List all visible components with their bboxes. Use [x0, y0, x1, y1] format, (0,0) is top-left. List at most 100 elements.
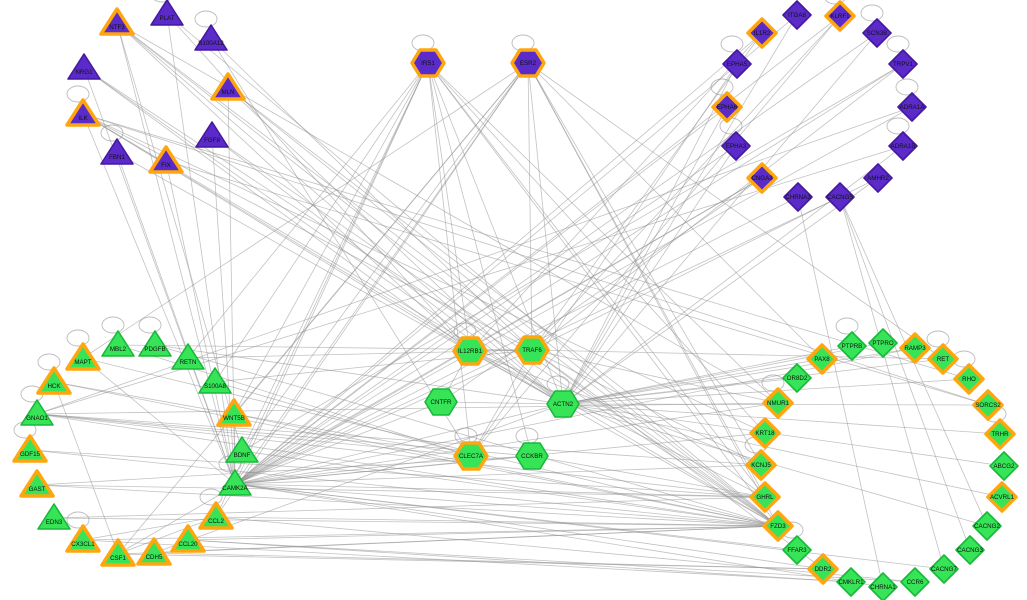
- node-IRS1[interactable]: IRS1: [410, 48, 446, 78]
- node-EDN3[interactable]: EDN3: [37, 503, 71, 530]
- node-ACTN2[interactable]: ACTN2: [546, 390, 580, 418]
- node-shape-ACVRL1: [986, 481, 1018, 513]
- node-CHRNA3[interactable]: CHRNA3: [783, 182, 813, 212]
- edge-SCN3B-ACTN2: [562, 32, 878, 405]
- node-CLEC7A[interactable]: CLEC7A: [453, 441, 489, 471]
- self-loop-PLAT: [153, 0, 171, 3]
- node-KLRF1[interactable]: KLRF1: [824, 0, 856, 32]
- node-ITGA8[interactable]: ITGA8: [782, 0, 812, 30]
- node-RET[interactable]: RET: [927, 343, 959, 375]
- node-shape-NRG1: [67, 53, 101, 80]
- node-CSF1[interactable]: CSF1: [100, 538, 136, 567]
- node-FIX[interactable]: FIX: [148, 145, 184, 174]
- node-FZD3[interactable]: FZD3: [762, 510, 794, 542]
- node-shape-IL12RB1: [452, 336, 488, 366]
- self-loop-CCL2: [199, 488, 223, 506]
- node-IL12RB1[interactable]: IL12RB1: [452, 336, 488, 366]
- node-PDGFB[interactable]: PDGFB: [138, 330, 172, 357]
- node-PTPRB[interactable]: PTPRB: [837, 331, 867, 361]
- node-FFAR3[interactable]: FFAR3: [782, 535, 812, 565]
- node-shape-EPHA5: [722, 49, 752, 79]
- node-GAST[interactable]: GAST: [19, 469, 55, 498]
- edge-S100A12-CLEC7A: [210, 38, 472, 457]
- edge-EPHA6-ACTN2: [562, 106, 728, 405]
- node-KCNJ5[interactable]: KCNJ5: [745, 449, 777, 481]
- node-AMHR2[interactable]: AMHR2: [863, 163, 893, 193]
- node-EPHA6[interactable]: EPHA6: [711, 91, 743, 123]
- node-MBL2[interactable]: MBL2: [101, 330, 135, 357]
- node-CMKLR1[interactable]: CMKLR1: [836, 567, 866, 597]
- edge-NTF3-CAMK2A: [116, 22, 236, 485]
- node-RHO[interactable]: RHO: [953, 363, 985, 395]
- edge-CCKBR-GHRL: [531, 455, 766, 498]
- node-GNAO1[interactable]: GNAO1: [20, 399, 54, 426]
- node-WNT5B[interactable]: WNT5B: [216, 398, 252, 427]
- edge-PDGFB-ACTN2: [154, 344, 564, 405]
- node-shape-ADRA1A: [897, 92, 927, 122]
- node-CHRNA1[interactable]: CHRNA1: [868, 572, 898, 600]
- node-CACNG5[interactable]: CACNG5: [825, 182, 855, 212]
- edge-IRS1-KRT18: [427, 62, 766, 434]
- node-CX3CL1[interactable]: CX3CL1: [65, 524, 101, 553]
- node-shape-TRHR: [984, 418, 1016, 450]
- node-CNTFR[interactable]: CNTFR: [424, 388, 458, 416]
- edge-CSF1-HCK: [53, 381, 119, 555]
- edge-CAMK2A-CLEC7A: [234, 455, 472, 485]
- node-CCL2[interactable]: CCL2: [198, 501, 234, 530]
- node-BDNF[interactable]: BDNF: [225, 436, 259, 463]
- nodes-layer: NTF3 PLAT S100A12 MLN FGF8 FIX FBN1 ILK NRG1 IRS1…: [12, 0, 1019, 600]
- node-shape-HCK: [36, 366, 72, 395]
- node-CACNG2[interactable]: CACNG2: [972, 511, 1002, 541]
- node-MAPT[interactable]: MAPT: [65, 342, 101, 371]
- edge-HCK-FZD3: [53, 381, 779, 527]
- self-loop-KLRF1: [824, 0, 846, 5]
- node-ESR2[interactable]: ESR2: [510, 48, 546, 78]
- node-S100A12[interactable]: S100A12: [194, 24, 228, 51]
- node-NTF3[interactable]: NTF3: [99, 7, 135, 36]
- edge-ACTN2-PTPRB: [562, 345, 853, 405]
- node-SORCS2[interactable]: SORCS2: [972, 389, 1004, 421]
- node-KRT18[interactable]: KRT18: [749, 417, 781, 449]
- node-shape-ESR2: [510, 48, 546, 78]
- edge-IL1R2-CAMK2A: [234, 32, 763, 485]
- node-CCR6[interactable]: CCR6: [900, 567, 930, 597]
- edge-PLAT-CAMK2A: [166, 13, 236, 485]
- edge-CHRNA3-CAMK2A: [234, 196, 799, 485]
- edge-GAST-GHRL: [36, 484, 766, 498]
- node-GDF15[interactable]: GDF15: [12, 434, 48, 463]
- node-shape-CCL20: [170, 524, 206, 553]
- node-FGF8[interactable]: FGF8: [195, 121, 229, 148]
- self-loop-EPHA5: [720, 35, 744, 53]
- node-CACNG7[interactable]: CACNG7: [929, 554, 959, 584]
- node-ADRA1A[interactable]: ADRA1A: [897, 92, 927, 122]
- edge-ESR2-RET: [527, 62, 944, 360]
- node-HCK[interactable]: HCK: [36, 366, 72, 395]
- node-shape-DDR2: [807, 553, 839, 585]
- edge-MAPT-CAMK2A: [82, 357, 236, 485]
- edge-MLN-FZD3: [227, 87, 779, 527]
- node-IL1R2[interactable]: IL1R2: [746, 17, 778, 49]
- node-PLAT[interactable]: PLAT: [150, 0, 184, 26]
- node-ACVRL1[interactable]: ACVRL1: [986, 481, 1018, 513]
- node-ADRA1B[interactable]: ADRA1B: [888, 131, 918, 161]
- node-ABCG2[interactable]: ABCG2: [989, 451, 1019, 481]
- node-TRPV1[interactable]: TRPV1: [888, 49, 918, 79]
- node-ILK[interactable]: ILK: [65, 98, 101, 127]
- node-NRG1[interactable]: NRG1: [67, 53, 101, 80]
- node-shape-ACTN2: [546, 390, 580, 418]
- node-CACNG3[interactable]: CACNG3: [955, 535, 985, 565]
- node-CNGA3[interactable]: CNGA3: [746, 162, 778, 194]
- edge-IL1R2-TRAF6: [531, 32, 763, 351]
- edge-ESR2-CSF1: [117, 62, 529, 555]
- node-shape-CNTFR: [424, 388, 458, 416]
- self-loop-ILK: [66, 85, 90, 103]
- node-shape-S100A12: [194, 24, 228, 51]
- node-MLN[interactable]: MLN: [210, 72, 246, 101]
- node-CDH5[interactable]: CDH5: [136, 537, 172, 566]
- node-CCKBR[interactable]: CCKBR: [515, 442, 549, 470]
- node-shape-IRS1: [410, 48, 446, 78]
- node-FBN1[interactable]: FBN1: [100, 138, 134, 165]
- node-TRAF6[interactable]: TRAF6: [514, 335, 550, 365]
- node-TRHR[interactable]: TRHR: [984, 418, 1016, 450]
- node-shape-CCL2: [198, 501, 234, 530]
